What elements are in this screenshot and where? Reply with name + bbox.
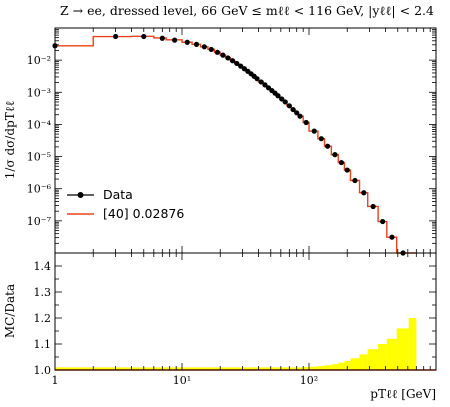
main-y-tick-labels: 10⁻⁷ 10⁻⁶ 10⁻⁵ 10⁻⁴ 10⁻³ 10⁻² <box>27 54 52 228</box>
data-point <box>112 33 119 40</box>
ratio-plot-frame <box>54 252 437 371</box>
ratio-y-tick-label: 1.0 <box>34 364 52 377</box>
data-point <box>352 177 358 184</box>
data-point <box>297 113 303 119</box>
ratio-x-tick-label: 1 <box>52 374 59 387</box>
data-point <box>229 58 236 64</box>
legend: Data [40] 0.02876 <box>67 187 184 221</box>
ratio-band-bin <box>408 318 417 370</box>
ratio-band-bin <box>309 366 318 370</box>
ratio-band-bin <box>280 367 304 370</box>
data-point <box>286 103 292 109</box>
data-point <box>262 82 268 88</box>
main-y-tick-label: 10⁻² <box>27 54 51 67</box>
data-point <box>238 63 244 69</box>
ratio-band-bin <box>153 367 167 370</box>
legend-data-label: Data <box>103 187 133 202</box>
data-point <box>294 110 300 116</box>
ratio-band-bin <box>166 367 182 370</box>
ratio-band-bin <box>344 360 351 370</box>
data-point <box>193 41 200 47</box>
data-point <box>208 46 214 53</box>
ratio-band-bin <box>182 367 221 370</box>
ratio-band-bin <box>378 344 387 370</box>
main-y-tick-label: 10⁻⁷ <box>27 215 52 228</box>
data-point <box>370 203 376 210</box>
ratio-band-bin <box>350 358 360 370</box>
ratio-plot: 1.0 1.1 1.2 1.3 1.4 1 10¹ 10² <box>34 252 437 387</box>
x-axis-label: pTℓℓ [GeV] <box>370 387 436 401</box>
ratio-y-tick-label: 1.3 <box>34 286 52 299</box>
ratio-band-bin <box>338 362 345 370</box>
ratio-y-tick-labels: 1.0 1.1 1.2 1.3 1.4 <box>34 260 52 377</box>
data-point <box>282 99 288 105</box>
ratio-y-tick-label: 1.1 <box>34 338 52 351</box>
ratio-band-bin <box>303 366 309 370</box>
data-point <box>214 49 221 55</box>
legend-data-marker <box>77 192 84 198</box>
ratio-band-bin <box>220 367 259 370</box>
data-point <box>172 37 178 43</box>
main-x-ticks <box>54 28 431 253</box>
data-point <box>234 60 240 67</box>
data-point <box>258 79 264 85</box>
data-point <box>324 143 331 149</box>
main-y-tick-label: 10⁻³ <box>27 86 51 99</box>
main-y-tick-label: 10⁻⁴ <box>27 118 52 131</box>
ratio-band-bin <box>396 328 409 370</box>
ratio-x-tick-labels: 1 10¹ 10² <box>52 374 319 387</box>
data-point <box>159 35 165 41</box>
ratio-uncertainty-band <box>55 318 417 370</box>
ratio-band-bin <box>317 366 325 370</box>
data-point <box>389 234 395 240</box>
ratio-band-bin <box>367 349 379 370</box>
chart-title: Z → ee, dressed level, 66 GeV ≤ mℓℓ < 11… <box>60 3 434 18</box>
data-point <box>332 152 338 158</box>
ratio-x-tick-label: 10¹ <box>173 374 191 387</box>
data-point <box>318 136 324 142</box>
data-markers <box>52 33 406 256</box>
main-y-tick-label: 10⁻⁵ <box>27 151 51 164</box>
ratio-y-tick-label: 1.4 <box>34 260 52 273</box>
data-point <box>303 119 309 126</box>
ratio-band-bin <box>386 338 397 370</box>
ratio-band-bin <box>324 365 332 370</box>
main-y-axis-label: 1/σ dσ/dpTℓℓ <box>3 101 17 180</box>
data-point <box>338 159 345 166</box>
main-y-tick-label: 10⁻⁶ <box>27 183 52 196</box>
ratio-band-bin <box>359 354 368 370</box>
data-point <box>225 55 231 61</box>
ratio-band-bin <box>331 364 339 370</box>
data-point <box>52 43 58 49</box>
data-point <box>344 167 350 173</box>
data-point <box>201 44 207 50</box>
data-point <box>361 190 367 196</box>
data-point <box>254 76 260 82</box>
ratio-band-bin <box>131 367 154 370</box>
ratio-band-bin <box>258 367 281 370</box>
data-point <box>311 128 317 134</box>
data-point <box>380 218 386 225</box>
ratio-y-axis-label: MC/Data <box>3 284 17 338</box>
legend-mc-label: [40] 0.02876 <box>103 206 184 221</box>
main-plot: 10⁻⁷ 10⁻⁶ 10⁻⁵ 10⁻⁴ 10⁻³ 10⁻² <box>27 27 437 256</box>
data-point <box>279 96 285 102</box>
data-point <box>184 39 190 45</box>
main-y-ticks <box>55 29 436 254</box>
data-point <box>141 33 147 40</box>
ratio-band-bin <box>93 367 132 370</box>
data-point <box>290 106 296 113</box>
ratio-y-tick-label: 1.2 <box>34 312 52 325</box>
data-point <box>275 93 281 99</box>
ratio-x-tick-label: 10² <box>300 374 318 387</box>
data-point <box>220 52 226 58</box>
ratio-band-bin <box>55 367 94 370</box>
